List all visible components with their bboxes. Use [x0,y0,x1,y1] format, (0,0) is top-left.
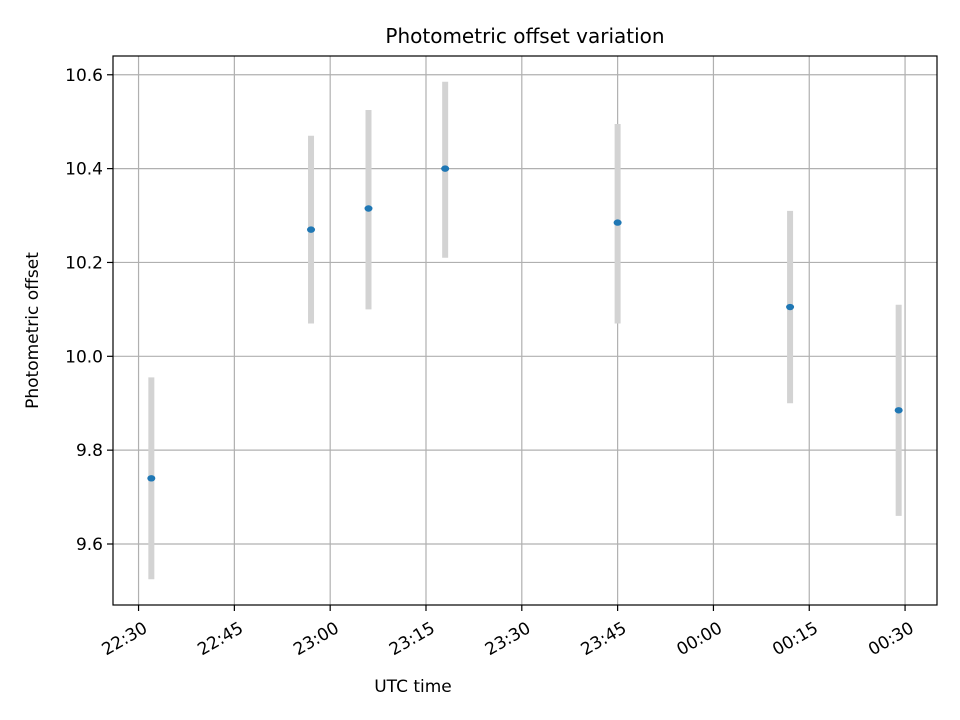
y-axis: 9.6 9.8 10.0 10.2 10.4 10.6 [65,66,113,555]
x-tick-label: 00:30 [865,618,917,660]
y-tick-label: 10.0 [65,347,103,367]
y-axis-title: Photometric offset [23,252,43,409]
x-tick-label: 22:45 [194,618,246,660]
data-point [894,407,903,414]
x-tick-label: 22:30 [99,618,151,660]
x-tick-label: 00:00 [673,618,725,660]
data-point [364,205,373,212]
data-point [613,219,622,226]
x-tick-label: 23:00 [290,618,342,660]
y-tick-label: 10.2 [65,253,103,273]
x-axis-title: UTC time [374,677,452,697]
y-tick-label: 9.6 [76,535,103,555]
data-point [441,165,450,172]
x-tick-label: 23:15 [386,618,438,660]
data-points [147,165,903,482]
data-point [307,226,316,233]
error-bars [148,81,902,580]
x-tick-label: 23:30 [482,618,534,660]
chart-title: Photometric offset variation [385,24,664,48]
x-axis: 22:30 22:45 23:00 23:15 23:30 23:45 00:00 00:15… [99,605,918,660]
x-tick-label: 23:45 [578,618,630,660]
x-tick-label: 00:15 [769,618,821,660]
grid [113,56,937,605]
plot-area-frame [112,55,938,606]
y-tick-label: 10.4 [65,160,103,180]
data-point [147,475,156,482]
y-tick-label: 9.8 [76,441,103,461]
data-point [786,303,795,311]
y-tick-label: 10.6 [65,66,103,86]
